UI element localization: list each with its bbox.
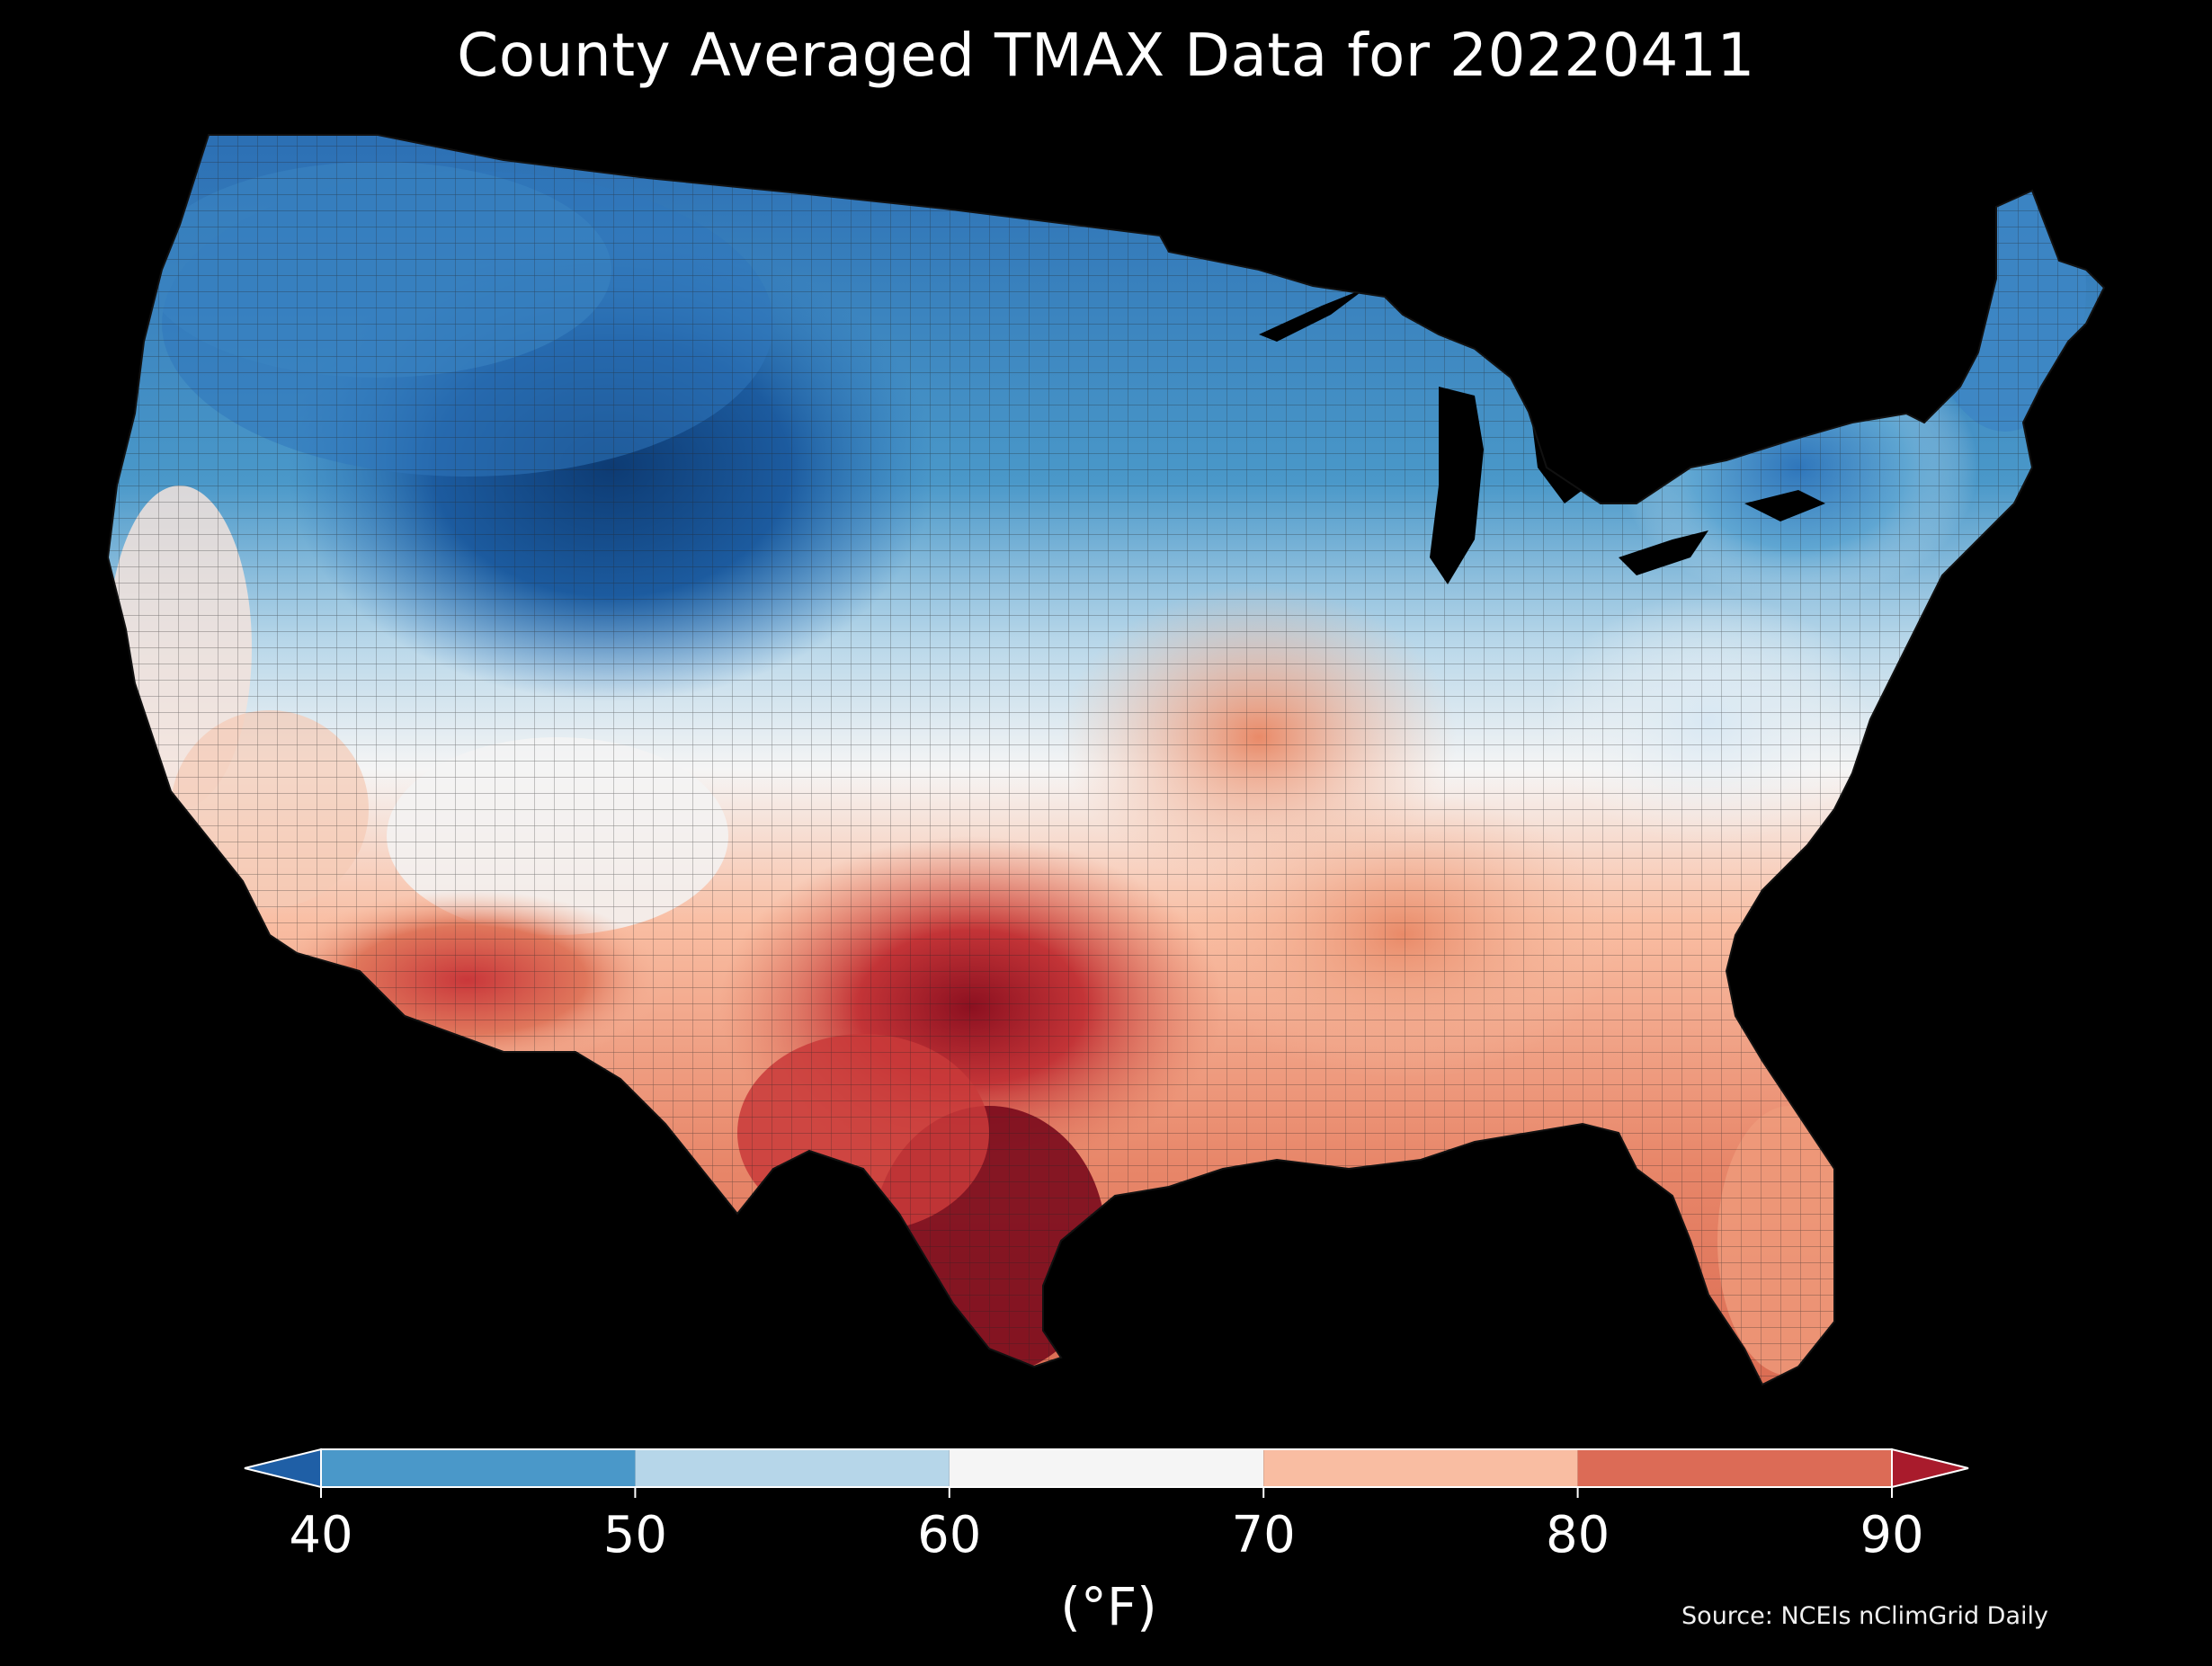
colorbar-unit-label: (°F) [1060, 1576, 1157, 1637]
us-outline [106, 134, 2106, 1386]
map-title: County Averaged TMAX Data for 20220411 [457, 21, 1755, 90]
source-note: Source: NCEIs nClimGrid Daily [1681, 1602, 2048, 1630]
colorbar-bin-40-50 [321, 1449, 636, 1487]
colorbar-tick-label-40: 40 [289, 1506, 353, 1564]
colorbar-bin-80-90 [1577, 1449, 1892, 1487]
colorbar-frame [320, 1448, 1893, 1488]
colorbar-over-arrow [1891, 1448, 1969, 1489]
colorbar-tick-label-90: 90 [1860, 1506, 1924, 1564]
colorbar-bin-60-70 [949, 1449, 1264, 1487]
colorbar-bin-50-60 [635, 1449, 950, 1487]
colorbar-tick-label-60: 60 [917, 1506, 982, 1564]
colorbar-bin-70-80 [1263, 1449, 1578, 1487]
great-lakes [1259, 288, 1825, 584]
colorbar-tick-label-50: 50 [602, 1506, 668, 1564]
colorbar-under-arrow [244, 1448, 322, 1489]
colorbar-tick-label-70: 70 [1231, 1506, 1296, 1564]
colorbar-tick-label-80: 80 [1545, 1506, 1610, 1564]
